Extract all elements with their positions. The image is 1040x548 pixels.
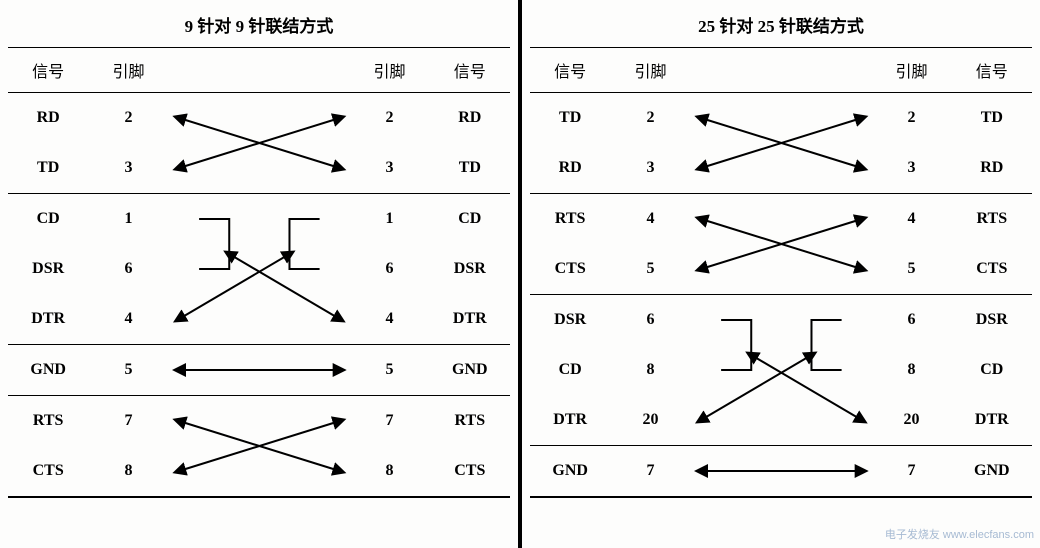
pin-label: 7 — [88, 412, 168, 430]
signal-label: CTS — [530, 260, 610, 278]
pin-label: 8 — [349, 462, 429, 480]
signal-label: RD — [530, 159, 610, 177]
panel-25pin: 25 针对 25 针联结方式 信号 引脚 引脚 信号 TD 2 2 TD RD … — [520, 0, 1040, 548]
pin-label: 1 — [349, 210, 429, 228]
cross-arrow-icon — [691, 93, 872, 193]
group-rts-cts: RTS 4 4 RTS CTS 5 5 CTS — [530, 194, 1032, 295]
pin-label: 6 — [610, 311, 690, 329]
signal-label: DSR — [530, 311, 610, 329]
group-gnd: GND 7 7 GND — [530, 446, 1032, 498]
pin-label: 6 — [88, 260, 168, 278]
group-rd-td: RD 2 2 RD TD 3 3 TD — [8, 93, 510, 194]
header-row: 信号 引脚 引脚 信号 — [530, 48, 1032, 93]
signal-label: RTS — [530, 210, 610, 228]
header-row: 信号 引脚 引脚 信号 — [8, 48, 510, 93]
group-dsr-cd-dtr: DSR 6 6 DSR CD 8 8 CD DTR 20 20 DTR — [530, 295, 1032, 446]
signal-label: DTR — [430, 310, 510, 328]
header-signal-left: 信号 — [530, 58, 610, 82]
signal-label: DSR — [8, 260, 88, 278]
group-cd-dsr-dtr: CD 1 1 CD DSR 6 6 DSR DTR 4 4 DTR — [8, 194, 510, 345]
signal-label: RD — [952, 159, 1032, 177]
pin-label: 20 — [871, 411, 951, 429]
panel-title: 25 针对 25 针联结方式 — [530, 0, 1032, 48]
diagram-container: 9 针对 9 针联结方式 信号 引脚 引脚 信号 RD 2 2 RD TD 3 … — [0, 0, 1040, 548]
pin-label: 2 — [610, 109, 690, 127]
signal-label: CD — [430, 210, 510, 228]
signal-label: DTR — [952, 411, 1032, 429]
signal-label: RTS — [430, 412, 510, 430]
straight-arrow-icon — [691, 446, 872, 496]
signal-label: TD — [952, 109, 1032, 127]
signal-label: CTS — [952, 260, 1032, 278]
pin-label: 4 — [88, 310, 168, 328]
pin-label: 2 — [871, 109, 951, 127]
pin-label: 8 — [88, 462, 168, 480]
group-td-rd: TD 2 2 TD RD 3 3 RD — [530, 93, 1032, 194]
signal-label: GND — [952, 462, 1032, 480]
pin-label: 8 — [610, 361, 690, 379]
signal-label: DTR — [530, 411, 610, 429]
signal-label: DTR — [8, 310, 88, 328]
pin-label: 1 — [88, 210, 168, 228]
pin-label: 5 — [349, 361, 429, 379]
signal-label: CD — [8, 210, 88, 228]
pin-label: 7 — [871, 462, 951, 480]
tri-cross-icon — [691, 295, 872, 445]
cross-arrow-icon — [691, 194, 872, 294]
signal-label: CTS — [430, 462, 510, 480]
signal-label: GND — [8, 361, 88, 379]
pin-label: 8 — [871, 361, 951, 379]
signal-label: TD — [430, 159, 510, 177]
signal-label: GND — [430, 361, 510, 379]
panel-title: 9 针对 9 针联结方式 — [8, 0, 510, 48]
cross-arrow-icon — [169, 396, 350, 496]
signal-label: TD — [530, 109, 610, 127]
header-pin-right: 引脚 — [871, 58, 951, 82]
pin-label: 5 — [871, 260, 951, 278]
pin-label: 3 — [349, 159, 429, 177]
signal-label: DSR — [430, 260, 510, 278]
group-rts-cts: RTS 7 7 RTS CTS 8 8 CTS — [8, 396, 510, 498]
pin-label: 5 — [88, 361, 168, 379]
pin-label: 2 — [349, 109, 429, 127]
signal-label: RD — [430, 109, 510, 127]
signal-label: RTS — [8, 412, 88, 430]
header-signal-right: 信号 — [952, 58, 1032, 82]
group-gnd: GND 5 5 GND — [8, 345, 510, 396]
header-pin-left: 引脚 — [88, 58, 168, 82]
pin-label: 20 — [610, 411, 690, 429]
pin-label: 7 — [349, 412, 429, 430]
pin-label: 6 — [349, 260, 429, 278]
signal-label: TD — [8, 159, 88, 177]
signal-label: RD — [8, 109, 88, 127]
header-pin-right: 引脚 — [349, 58, 429, 82]
pin-label: 2 — [88, 109, 168, 127]
signal-label: RTS — [952, 210, 1032, 228]
pin-label: 4 — [349, 310, 429, 328]
signal-label: CTS — [8, 462, 88, 480]
pin-label: 3 — [610, 159, 690, 177]
pin-label: 4 — [610, 210, 690, 228]
signal-label: CD — [952, 361, 1032, 379]
header-pin-left: 引脚 — [610, 58, 690, 82]
header-signal-right: 信号 — [430, 58, 510, 82]
pin-label: 3 — [88, 159, 168, 177]
header-signal-left: 信号 — [8, 58, 88, 82]
signal-label: DSR — [952, 311, 1032, 329]
signal-label: CD — [530, 361, 610, 379]
pin-label: 7 — [610, 462, 690, 480]
cross-arrow-icon — [169, 93, 350, 193]
pin-label: 4 — [871, 210, 951, 228]
panel-9pin: 9 针对 9 针联结方式 信号 引脚 引脚 信号 RD 2 2 RD TD 3 … — [0, 0, 520, 548]
pin-label: 5 — [610, 260, 690, 278]
straight-arrow-icon — [169, 345, 350, 395]
signal-label: GND — [530, 462, 610, 480]
tri-cross-icon — [169, 194, 350, 344]
pin-label: 6 — [871, 311, 951, 329]
pin-label: 3 — [871, 159, 951, 177]
